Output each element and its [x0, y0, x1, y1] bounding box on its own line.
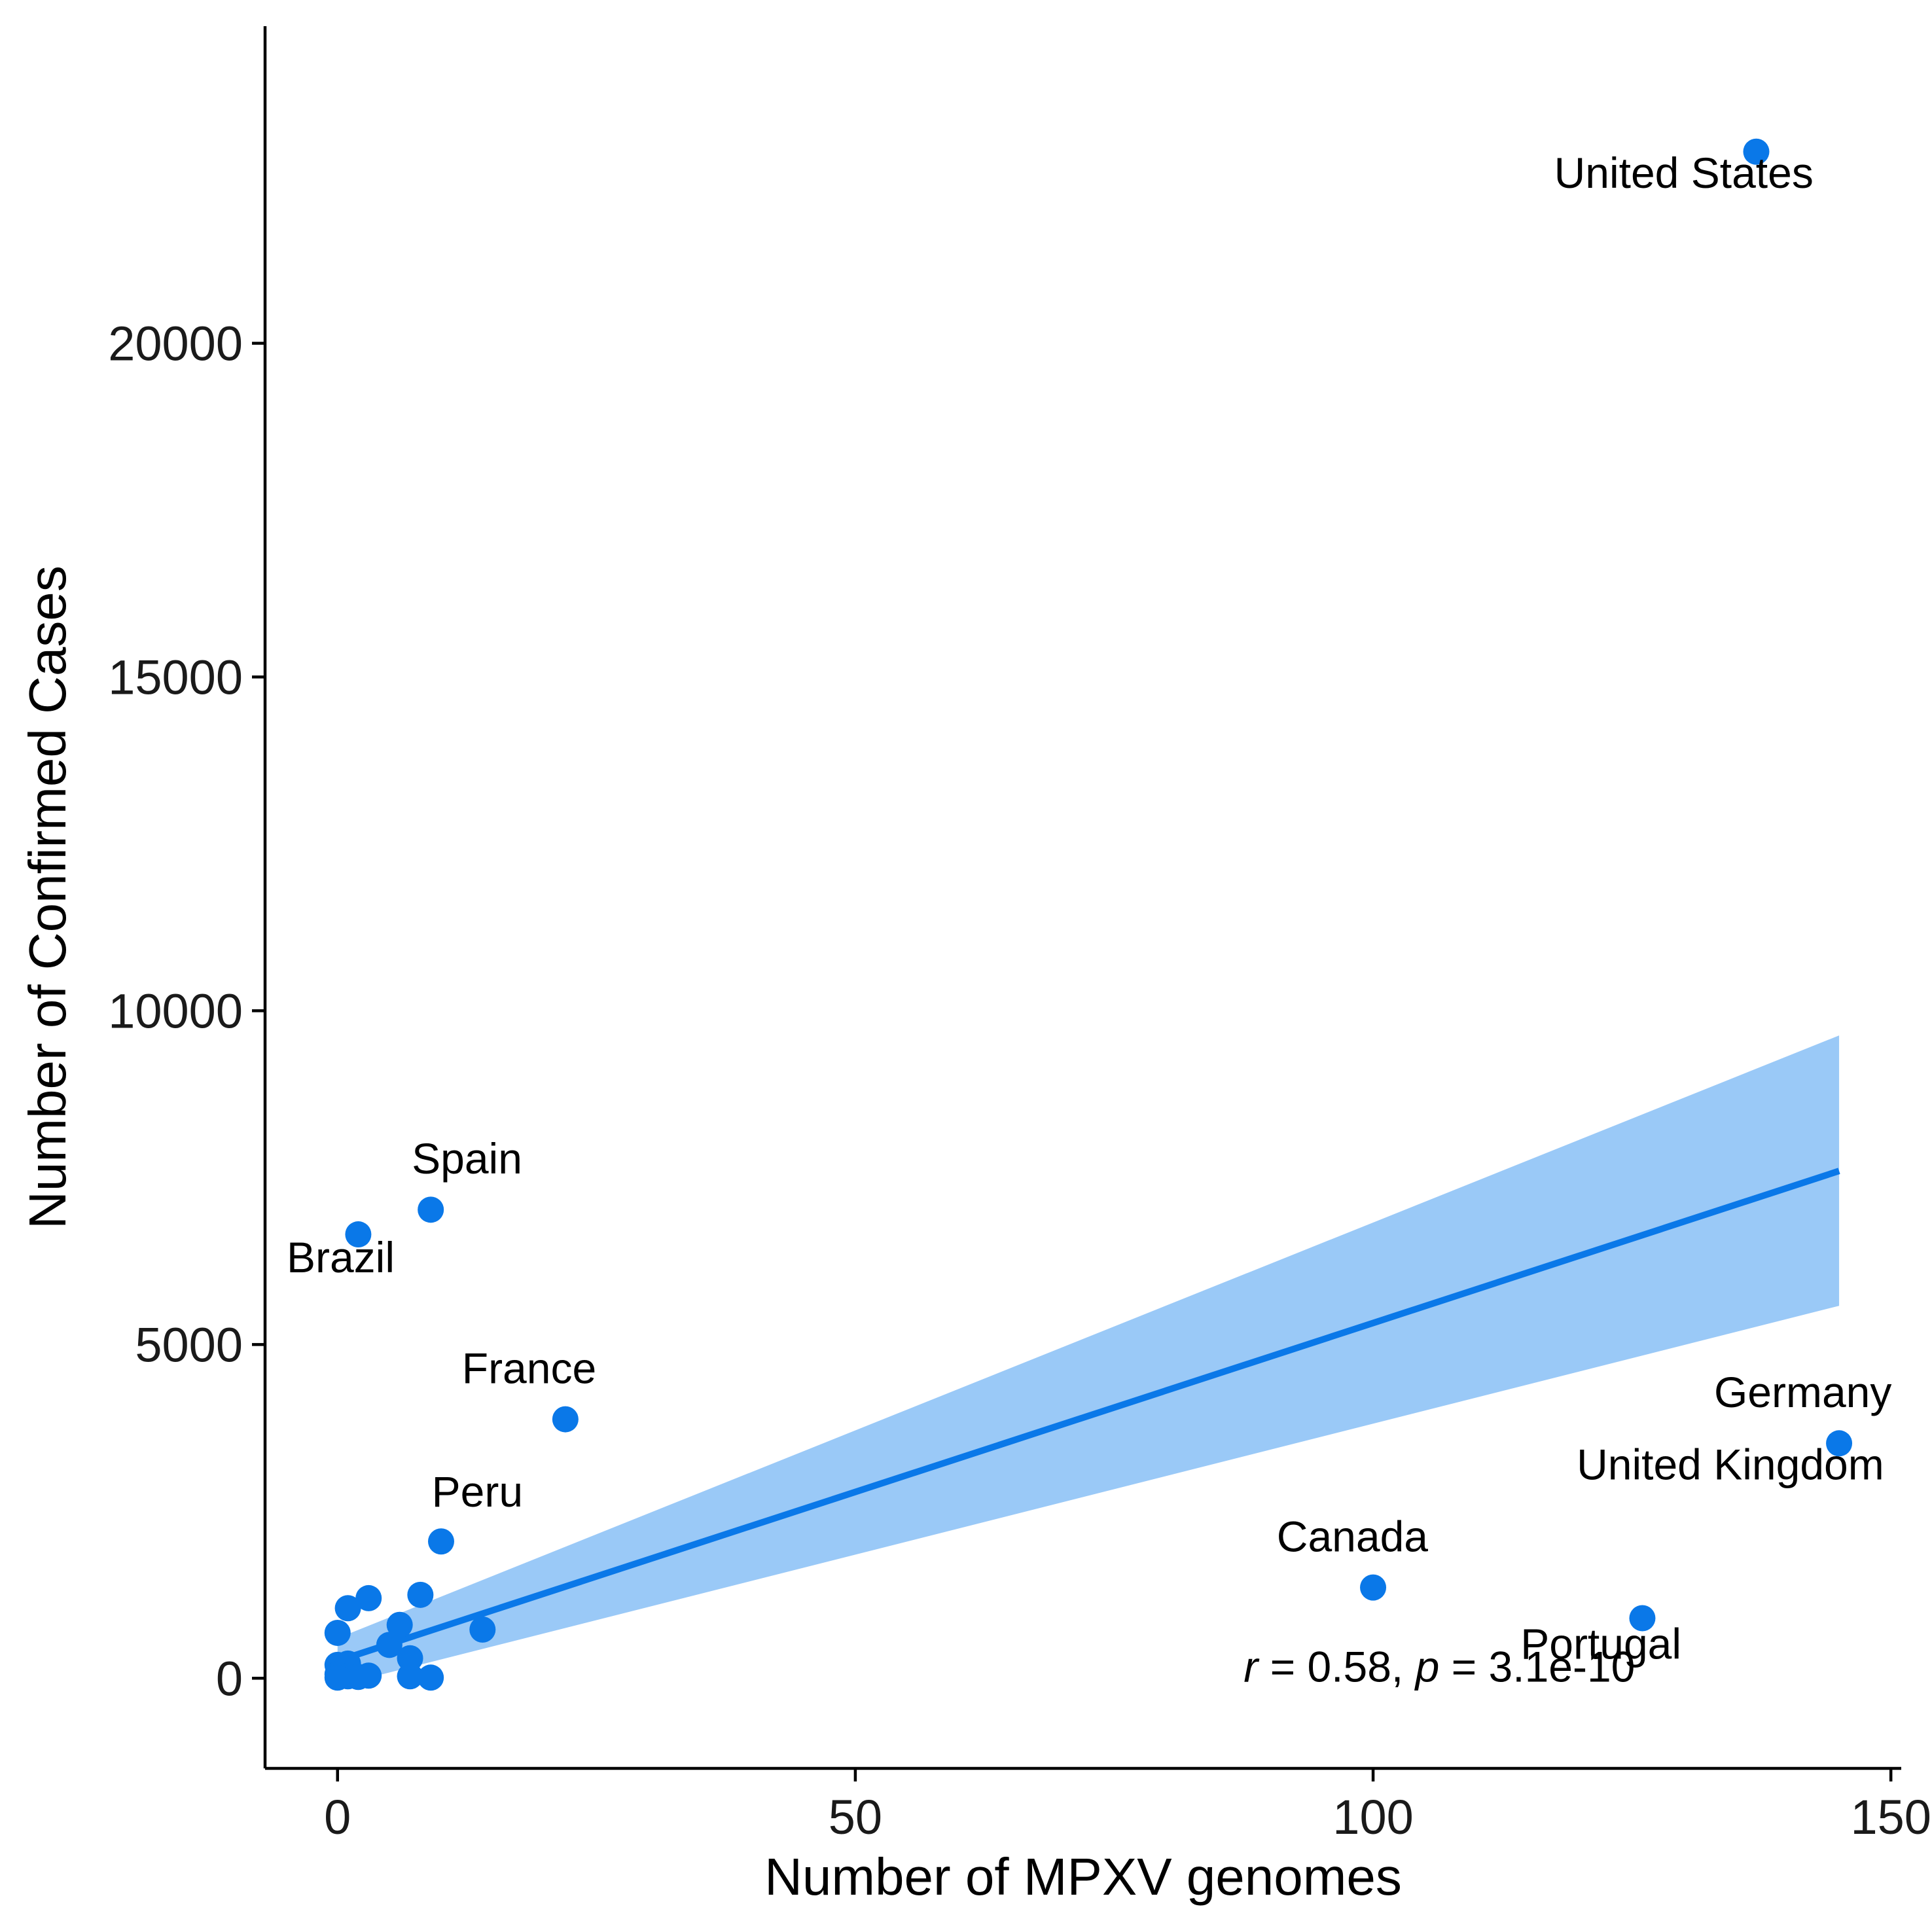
r-symbol: r [1243, 1642, 1260, 1690]
data-point [334, 1595, 361, 1622]
data-point [418, 1196, 444, 1223]
y-axis-title: Number of Confirmed Cases [18, 565, 77, 1229]
r-value: = 0.58, [1258, 1642, 1415, 1690]
data-points-layer [324, 138, 1853, 1691]
data-point [355, 1584, 382, 1611]
x-tick-label: 150 [1850, 1790, 1931, 1844]
regression-line [336, 1168, 1840, 1664]
data-point [355, 1662, 382, 1689]
correlation-stat: r = 0.58, p = 3.1e-10 [1243, 1642, 1635, 1690]
y-tick-label: 15000 [108, 650, 243, 704]
data-point [469, 1616, 496, 1643]
data-point [397, 1663, 423, 1690]
data-point [1826, 1430, 1853, 1457]
x-tick-label: 0 [324, 1790, 351, 1844]
x-tick-label: 50 [829, 1790, 882, 1844]
axes-layer: 0 50 100 150 0 5000 10000 15000 20000 [108, 26, 1931, 1844]
point-label: United Kingdom [1577, 1440, 1884, 1488]
point-label: Peru [432, 1467, 523, 1516]
point-label: Brazil [287, 1233, 395, 1281]
regression-line-layer [336, 1168, 1840, 1664]
x-axis-title: Number of MPXV genomes [764, 1848, 1402, 1906]
y-tick-label: 20000 [108, 316, 243, 370]
data-point [386, 1611, 413, 1638]
p-value: = 3.1e-10 [1439, 1642, 1635, 1690]
x-tick-label: 100 [1333, 1790, 1413, 1844]
data-point [1743, 138, 1770, 165]
point-labels-layer: United States Spain Brazil France Germany Uni… [287, 149, 1891, 1668]
data-point [552, 1406, 579, 1433]
y-tick-label: 5000 [135, 1317, 243, 1372]
point-label: France [462, 1344, 596, 1393]
point-label: Spain [412, 1134, 522, 1183]
data-point [376, 1632, 402, 1658]
point-label: United States [1554, 149, 1814, 197]
point-label: Canada [1277, 1512, 1428, 1561]
data-point [397, 1645, 423, 1672]
p-symbol: p [1414, 1642, 1440, 1690]
point-label: Portugal [1520, 1620, 1681, 1668]
data-point [324, 1664, 351, 1691]
data-point [418, 1664, 444, 1691]
y-tick-label: 10000 [108, 984, 243, 1038]
data-point [1360, 1574, 1387, 1601]
point-label: Germany [1714, 1368, 1891, 1416]
data-point [427, 1528, 454, 1555]
confidence-band-layer [337, 1035, 1840, 1686]
data-point [1629, 1605, 1656, 1632]
data-point [324, 1619, 351, 1646]
data-point [407, 1581, 434, 1608]
confidence-band [337, 1035, 1840, 1686]
y-tick-label: 0 [216, 1651, 243, 1706]
data-point [345, 1221, 372, 1248]
